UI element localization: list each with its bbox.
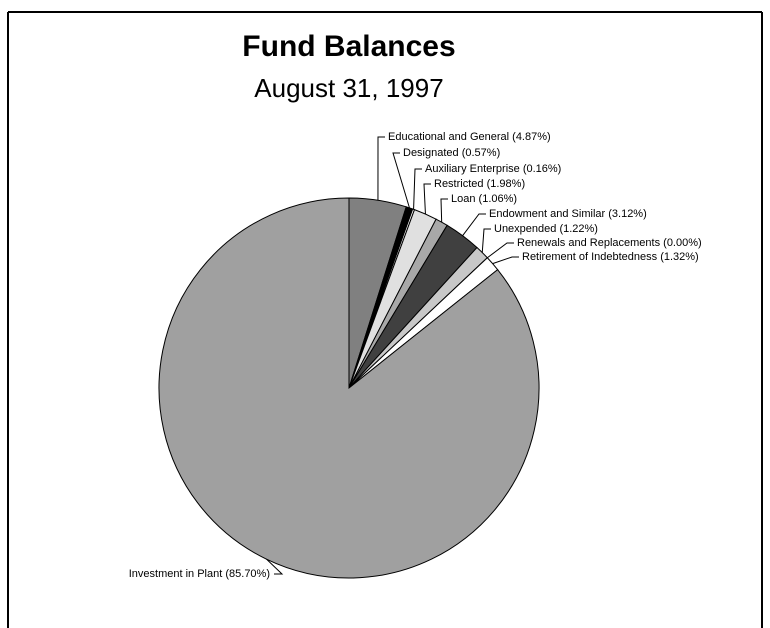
slice-label: Designated (0.57%)	[403, 147, 500, 159]
slice-label: Endowment and Similar (3.12%)	[489, 208, 647, 220]
chart-subtitle: August 31, 1997	[254, 73, 443, 103]
slice-value-label: (1.32%)	[660, 251, 699, 263]
slice-value-label: (3.12%)	[608, 208, 647, 220]
slice-value-label: (0.57%)	[462, 147, 501, 159]
slice-value-label: (1.98%)	[487, 178, 526, 190]
slice-value-label: (1.22%)	[559, 223, 598, 235]
slice-value-label: (0.16%)	[523, 163, 562, 175]
slice-name: Renewals and Replacements	[517, 237, 661, 249]
leader-line	[481, 228, 491, 253]
slice-label: Loan (1.06%)	[451, 193, 517, 205]
leader-line	[487, 242, 514, 259]
leader-line	[440, 198, 448, 223]
leader-line	[413, 168, 422, 210]
slice-label: Educational and General (4.87%)	[388, 131, 551, 143]
leader-line	[423, 183, 431, 215]
slice-label: Renewals and Replacements (0.00%)	[517, 237, 702, 249]
slice-value-label: (1.06%)	[479, 193, 518, 205]
leader-line	[492, 256, 519, 265]
slice-name: Unexpended	[494, 223, 556, 235]
slice-name: Educational and General	[388, 131, 509, 143]
slice-name: Investment in Plant	[129, 568, 223, 580]
leader-line	[462, 213, 486, 237]
slice-value-label: (0.00%)	[663, 237, 702, 249]
slice-value-label: (85.70%)	[225, 568, 270, 580]
slice-name: Endowment and Similar	[489, 208, 606, 220]
leader-line	[266, 558, 284, 575]
slice-value-label: (4.87%)	[512, 131, 551, 143]
chart-title: Fund Balances	[242, 30, 455, 63]
leader-line	[392, 152, 410, 209]
slice-name: Restricted	[434, 178, 484, 190]
slice-name: Retirement of Indebtedness	[522, 251, 658, 263]
slice-label: Restricted (1.98%)	[434, 178, 525, 190]
slice-name: Auxiliary Enterprise	[425, 163, 520, 175]
slice-label: Unexpended (1.22%)	[494, 223, 598, 235]
slice-label: Retirement of Indebtedness (1.32%)	[522, 251, 699, 263]
slice-label: Auxiliary Enterprise (0.16%)	[425, 163, 561, 175]
slice-name: Designated	[403, 147, 459, 159]
slice-name: Loan	[451, 193, 475, 205]
slice-label: Investment in Plant (85.70%)	[129, 568, 270, 580]
leader-line	[377, 136, 385, 201]
